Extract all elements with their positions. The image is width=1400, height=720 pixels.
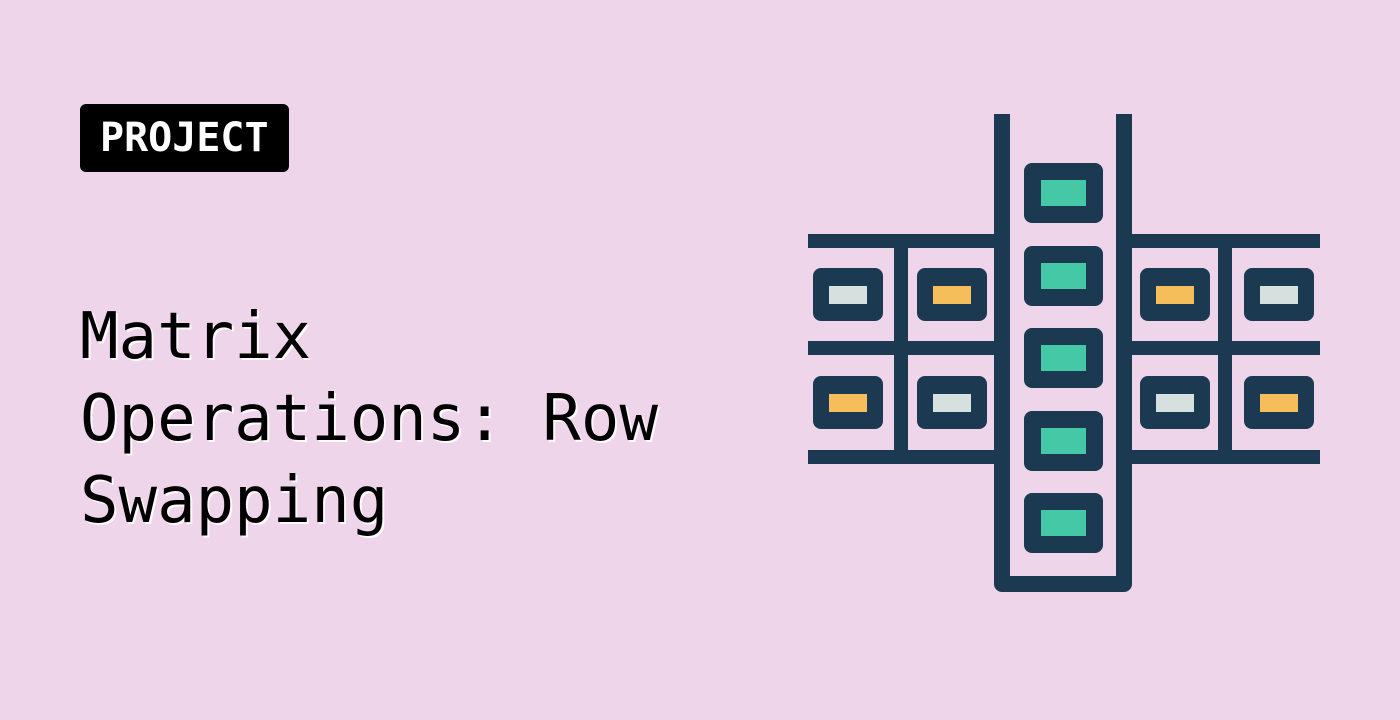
title-line-3: Swapping xyxy=(80,464,389,538)
column-frame xyxy=(994,114,1132,592)
right-cells xyxy=(1140,268,1314,429)
left-cells xyxy=(813,268,987,429)
project-badge-label: PROJECT xyxy=(100,115,269,161)
page-title: Matrix Operations: Row Swapping xyxy=(80,296,720,542)
project-badge: PROJECT xyxy=(80,104,289,172)
title-line-2: Operations: Row xyxy=(80,382,658,456)
matrix-row-swap-icon xyxy=(808,114,1320,592)
center-column-cells xyxy=(1024,163,1103,553)
title-line-1: Matrix xyxy=(80,300,312,374)
